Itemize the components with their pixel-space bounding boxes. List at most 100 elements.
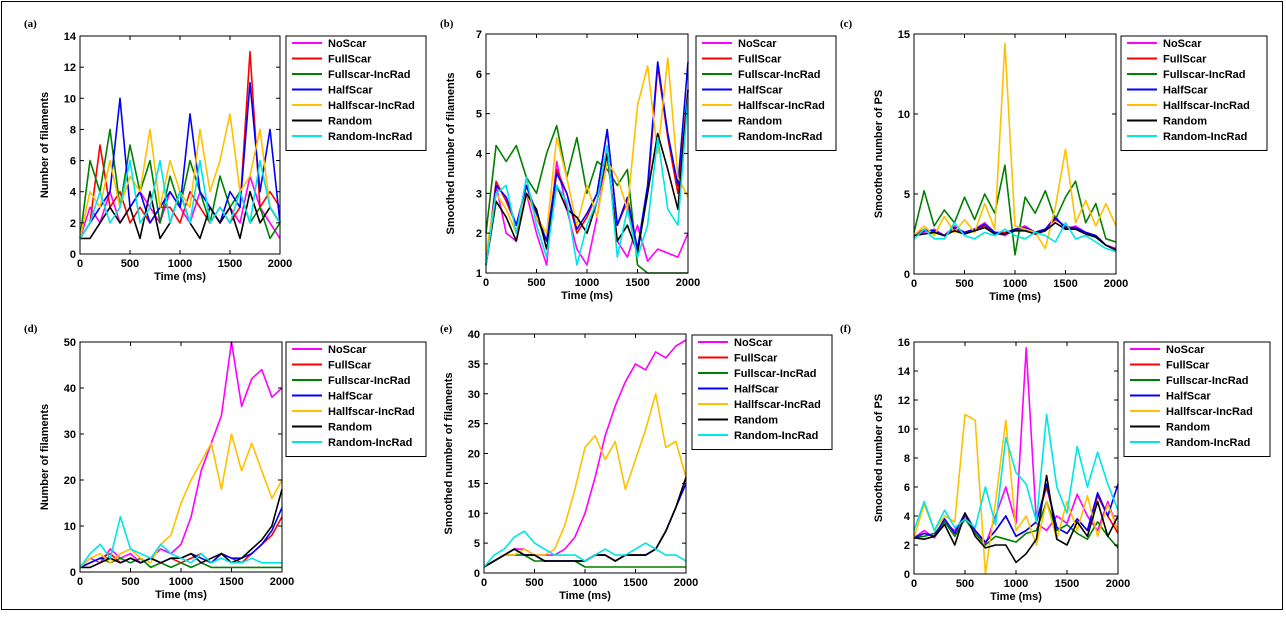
y-tick-label: 10 [64, 93, 76, 105]
legend-label: Hallfscar-IncRad [328, 100, 415, 112]
legend-label: Hallfscar-IncRad [734, 399, 821, 411]
y-tick-label: 10 [898, 424, 910, 436]
legend-label: Random [1166, 422, 1210, 434]
legend-box [1120, 35, 1268, 151]
y-tick-label: 4 [70, 187, 77, 199]
legend-label: Random-IncRad [328, 131, 412, 143]
y-tick-label: 0 [474, 568, 480, 580]
legend: NoScar FullScar Fullscar-IncRad HalfScar Hal… [285, 35, 427, 151]
x-tick-label: 2000 [1104, 278, 1128, 290]
series-line-fullscar-incrad [483, 554, 686, 568]
series-line-noscar [483, 339, 687, 568]
y-tick-label: 5 [904, 189, 910, 201]
legend-label: Fullscar-IncRad [328, 375, 411, 387]
series-line-random [80, 190, 281, 240]
legend-label: Hallfscar-IncRad [738, 100, 825, 112]
legend-label: NoScar [734, 337, 773, 349]
legend-label: NoScar [738, 38, 777, 50]
x-tick-label: 500 [527, 277, 545, 289]
series-line-fullscar [79, 50, 281, 239]
legend-label: Random-IncRad [328, 437, 412, 449]
legend-label: FullScar [328, 54, 372, 66]
x-tick-label: 1000 [1004, 578, 1028, 590]
legend-label: Random [328, 116, 372, 128]
y-tick-label: 4 [904, 511, 911, 523]
legend-label: Hallfscar-IncRad [1166, 406, 1253, 418]
x-tick-label: 500 [121, 258, 139, 270]
x-tick-label: 1500 [218, 258, 242, 270]
legend-label: NoScar [328, 344, 367, 356]
x-tick-label: 0 [911, 578, 917, 590]
x-tick-label: 1000 [573, 577, 597, 589]
series-line-random-incrad [79, 159, 281, 239]
y-tick-label: 15 [898, 29, 910, 41]
chart-panel-5: (e) 0 500 1000 1500 2000 0 5 10 15 20 25 30 35 40 Time … [440, 323, 833, 602]
legend-label: Random-IncRad [734, 430, 818, 442]
chart-panel-4: (d) 0 500 1000 1500 2000 0 10 20 30 40 50 Time (ms) N… [24, 323, 427, 601]
chart-panel-6: (f) 0 500 1000 1500 2000 0 2 4 6 8 10 12 14 16 Time (ms… [840, 323, 1271, 603]
series-line-fullscar-incrad [913, 164, 1117, 256]
x-axis-label: Time (ms) [990, 591, 1042, 603]
panel-label: (c) [840, 18, 853, 30]
y-tick-label: 6 [904, 482, 910, 494]
x-tick-label: 1000 [169, 576, 193, 588]
y-tick-label: 0 [70, 567, 76, 579]
y-tick-label: 10 [898, 109, 910, 121]
y-axis-label: Smoothed number of PS [873, 394, 885, 522]
y-tick-label: 6 [476, 69, 482, 81]
legend-label: FullScar [1163, 54, 1207, 66]
legend-label: Fullscar-IncRad [1163, 69, 1246, 81]
legend-label: Random-IncRad [738, 131, 822, 143]
series-lines [913, 347, 1119, 575]
legend-label: Random-IncRad [1163, 131, 1247, 143]
series-lines [79, 50, 281, 240]
series-line-hallfscar-incrad [79, 433, 283, 568]
x-tick-label: 1000 [1003, 278, 1027, 290]
chart-panel-3: (c) 0 500 1000 1500 2000 0 5 10 15 Time (ms) Smooth… [840, 18, 1268, 303]
y-tick-label: 20 [468, 449, 480, 461]
legend-label: Fullscar-IncRad [734, 368, 817, 380]
y-axis-label: Smoothed number of filaments [443, 373, 455, 535]
x-axis-label: Time (ms) [989, 291, 1041, 303]
x-axis-label: Time (ms) [559, 590, 611, 602]
chart-panel-1: (a) 0 500 1000 1500 2000 0 2 4 6 8 10 12 14 Time (ms) N… [24, 18, 427, 283]
x-tick-label: 2000 [1106, 578, 1130, 590]
legend-label: Random [738, 116, 782, 128]
series-line-random [913, 474, 1119, 564]
x-tick-label: 0 [483, 277, 489, 289]
series-line-random [485, 89, 689, 266]
y-axis-label: Number of filaments [39, 92, 51, 198]
y-axis-label: Smoothed number of filaments [445, 73, 457, 235]
legend: NoScar FullScar Fullscar-IncRad HalfScar Hal… [691, 334, 833, 450]
series-line-random-incrad [913, 413, 1119, 532]
y-tick-label: 2 [904, 540, 910, 552]
series-line-hallfscar-incrad [483, 393, 687, 568]
y-tick-label: 50 [64, 337, 76, 349]
y-tick-label: 5 [474, 538, 480, 550]
panel-label: (e) [440, 323, 453, 335]
legend-label: Hallfscar-IncRad [328, 406, 415, 418]
series-line-noscar [79, 341, 283, 568]
panel-label: (f) [840, 323, 851, 335]
legend-label: FullScar [328, 360, 372, 372]
series-line-fullscar-incrad [913, 500, 1119, 549]
panel-label: (a) [24, 18, 37, 30]
legend-label: Fullscar-IncRad [738, 69, 821, 81]
legend-label: HalfScar [1166, 391, 1211, 403]
y-tick-label: 14 [64, 31, 77, 43]
series-line-hallfscar-incrad [913, 413, 1119, 575]
legend-label: NoScar [1163, 38, 1202, 50]
series-line-random-incrad [485, 97, 689, 266]
legend-label: NoScar [328, 38, 367, 50]
legend-label: Random [734, 415, 778, 427]
x-tick-label: 1500 [219, 576, 243, 588]
legend-label: FullScar [1166, 360, 1210, 372]
legend-label: Fullscar-IncRad [328, 69, 411, 81]
legend-box [1123, 341, 1271, 457]
series-lines [913, 42, 1117, 256]
x-axis-label: Time (ms) [154, 271, 206, 283]
legend: NoScar FullScar Fullscar-IncRad HalfScar Hal… [285, 341, 427, 457]
legend-label: Random [328, 422, 372, 434]
y-tick-label: 10 [64, 521, 76, 533]
